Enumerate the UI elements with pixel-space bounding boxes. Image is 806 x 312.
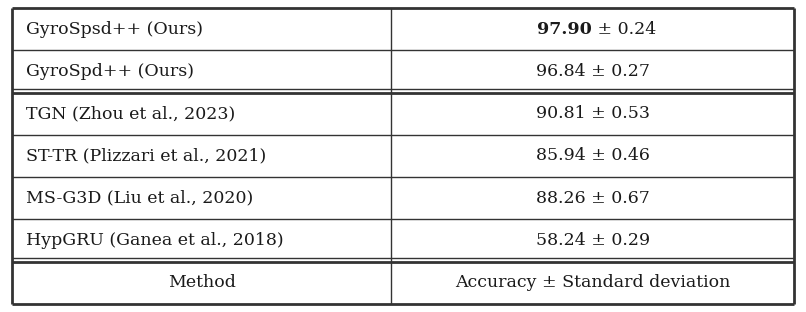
Text: 97.90: 97.90 xyxy=(537,21,592,38)
Text: 90.81 ± 0.53: 90.81 ± 0.53 xyxy=(536,105,650,122)
Text: HypGRU (Ganea et al., 2018): HypGRU (Ganea et al., 2018) xyxy=(26,232,284,249)
Text: Accuracy ± Standard deviation: Accuracy ± Standard deviation xyxy=(455,274,730,291)
Text: Method: Method xyxy=(168,274,235,291)
Text: 58.24 ± 0.29: 58.24 ± 0.29 xyxy=(535,232,650,249)
Text: GyroSpd++ (Ours): GyroSpd++ (Ours) xyxy=(26,63,194,80)
Text: ± 0.24: ± 0.24 xyxy=(592,21,656,38)
Text: 96.84 ± 0.27: 96.84 ± 0.27 xyxy=(536,63,650,80)
Text: 85.94 ± 0.46: 85.94 ± 0.46 xyxy=(536,148,650,164)
Text: MS-G3D (Liu et al., 2020): MS-G3D (Liu et al., 2020) xyxy=(26,190,253,207)
Text: GyroSpsd++ (Ours): GyroSpsd++ (Ours) xyxy=(26,21,203,38)
Text: 88.26 ± 0.67: 88.26 ± 0.67 xyxy=(536,190,650,207)
Text: ST-TR (Plizzari et al., 2021): ST-TR (Plizzari et al., 2021) xyxy=(26,148,266,164)
Text: TGN (Zhou et al., 2023): TGN (Zhou et al., 2023) xyxy=(26,105,235,122)
